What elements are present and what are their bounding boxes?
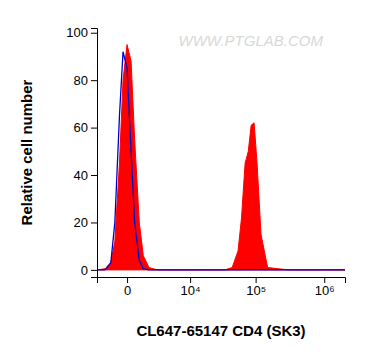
x-tick: 0 — [124, 277, 131, 298]
y-tick-label: 100 — [66, 25, 88, 40]
y-tick-mark — [91, 270, 97, 271]
y-tick: 40 — [74, 168, 97, 183]
x-axis-title: CL647-65147 CD4 (SK3) — [136, 322, 305, 339]
x-tick-label: 10⁵ — [246, 283, 266, 298]
x-tick-mark — [256, 277, 257, 283]
x-tick-label: 10⁶ — [315, 283, 335, 298]
x-tick: 10⁵ — [246, 277, 266, 298]
x-tick: 10⁶ — [315, 277, 335, 298]
y-tick-mark — [91, 175, 97, 176]
y-tick-mark — [91, 33, 97, 34]
x-tick-label: 10⁴ — [181, 283, 201, 298]
y-tick: 60 — [74, 120, 97, 135]
histogram-line — [97, 52, 345, 270]
histogram-area — [97, 45, 345, 270]
plot-area — [97, 45, 345, 270]
y-tick-label: 60 — [74, 120, 88, 135]
chart: WWW.PTGLAB.COM 0 10⁴ 10⁵ 10⁶ 0 20 40 60 80 100 CL64… — [0, 0, 365, 360]
y-axis-line — [91, 29, 98, 278]
y-tick-label: 40 — [74, 168, 88, 183]
y-tick-mark — [91, 128, 97, 129]
y-tick-label: 20 — [74, 215, 88, 230]
x-tick: 10⁴ — [181, 277, 201, 298]
y-tick: 80 — [74, 73, 97, 88]
y-tick-mark — [91, 222, 97, 223]
x-tick-label: 0 — [124, 283, 131, 298]
x-axis-line — [98, 278, 346, 284]
y-tick: 0 — [81, 263, 97, 278]
y-axis: 0 20 40 60 80 100 — [66, 25, 97, 277]
y-tick-mark — [91, 80, 97, 81]
watermark: WWW.PTGLAB.COM — [179, 32, 324, 49]
y-axis-title: Relative cell number — [18, 79, 35, 225]
x-tick-mark — [324, 277, 325, 283]
y-tick: 20 — [74, 215, 97, 230]
x-axis: 0 10⁴ 10⁵ 10⁶ — [98, 277, 346, 298]
x-tick-mark — [190, 277, 191, 283]
y-tick-label: 80 — [74, 73, 88, 88]
y-tick-label: 0 — [81, 263, 88, 278]
y-tick: 100 — [66, 25, 97, 40]
x-tick-mark — [127, 277, 128, 283]
